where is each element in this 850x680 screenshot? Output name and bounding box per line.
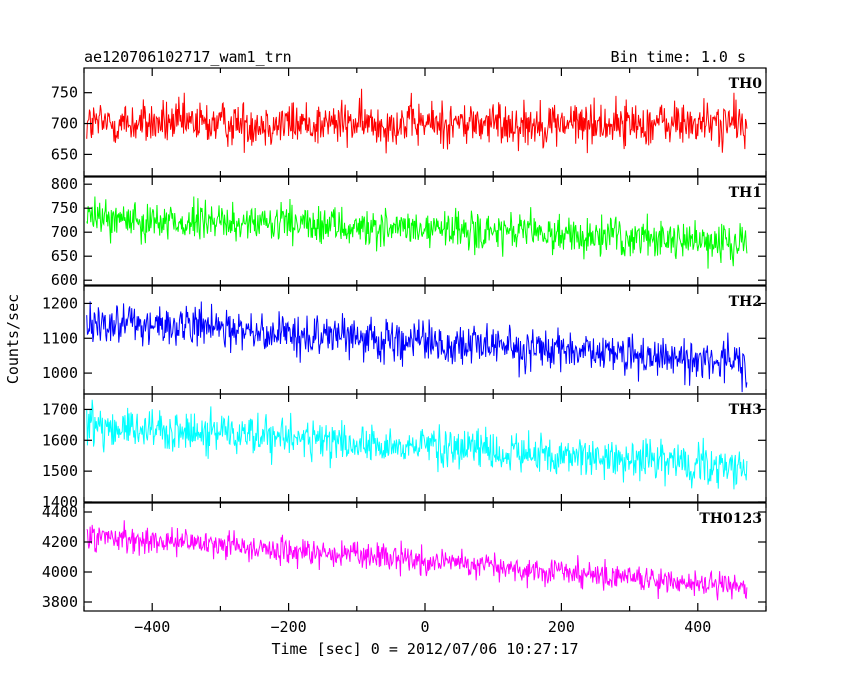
series-th0123 (86, 520, 748, 601)
series-th1 (86, 196, 748, 269)
y-tick-label: 1500 (42, 462, 78, 480)
y-tick-label: 700 (51, 223, 78, 241)
panel-label: TH3 (729, 402, 762, 418)
chart-title: ae120706102717_wam1_trn (84, 48, 292, 66)
panel-frame (83, 502, 767, 612)
y-tick-label: 1200 (42, 294, 78, 312)
series-th3 (86, 399, 748, 490)
panel-th1: TH1 600 650 700 750 800 (51, 175, 767, 289)
chart-subtitle: Bin time: 1.0 s (611, 48, 746, 66)
panel-label: TH2 (729, 294, 762, 310)
series-th0 (86, 88, 748, 154)
x-tick-label: −200 (271, 618, 307, 636)
panel-label: TH0 (729, 76, 763, 92)
x-tick-label: −400 (134, 618, 170, 636)
panel-th2: TH2 1000 1100 1200 (42, 285, 767, 395)
panel-label: TH0123 (699, 511, 762, 527)
panel-label: TH1 (729, 185, 762, 201)
y-tick-label: 1000 (42, 364, 78, 382)
y-tick-label: 4000 (42, 563, 78, 581)
x-axis: −400 −200 0 200 400 (134, 618, 711, 636)
y-tick-label: 1400 (42, 493, 78, 511)
panel-frame (83, 393, 767, 503)
y-tick-label: 4400 (42, 503, 78, 521)
y-tick-label: 1700 (42, 400, 78, 418)
panel-th0123: TH0123 3800 4000 4200 4400 (42, 502, 767, 612)
x-tick-label: 400 (684, 618, 711, 636)
y-tick-label: 1600 (42, 431, 78, 449)
y-tick-label: 600 (51, 271, 78, 289)
y-tick-label: 3800 (42, 593, 78, 611)
panel-th0: TH0 650 700 750 (51, 67, 767, 177)
x-axis-label: Time [sec] 0 = 2012/07/06 10:27:17 (271, 640, 578, 658)
y-tick-label: 1100 (42, 329, 78, 347)
y-axis-label: Counts/sec (4, 294, 22, 384)
x-tick-label: 0 (420, 618, 429, 636)
panel-th3: TH3 1400 1500 1600 1700 (42, 393, 767, 511)
y-tick-label: 750 (51, 199, 78, 217)
y-tick-label: 700 (51, 115, 78, 133)
y-tick-label: 800 (51, 175, 78, 193)
series-th2 (86, 301, 748, 393)
y-tick-label: 650 (51, 247, 78, 265)
panels-group: TH0 650 700 750 TH1 600 650 700 750 800 TH2 1000 110… (42, 67, 767, 612)
x-tick-label: 200 (548, 618, 575, 636)
y-tick-label: 4200 (42, 533, 78, 551)
y-tick-label: 750 (51, 84, 78, 102)
y-tick-label: 650 (51, 145, 78, 163)
